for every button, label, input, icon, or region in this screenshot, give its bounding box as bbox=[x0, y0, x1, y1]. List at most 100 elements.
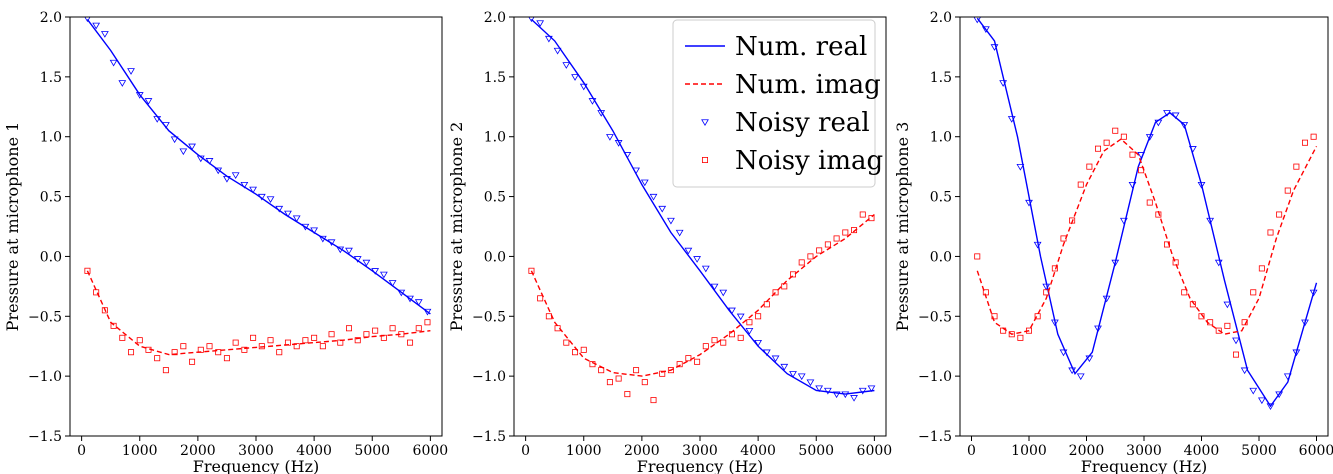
series-noisy-imag-point bbox=[284, 339, 291, 346]
series-noisy-real-point bbox=[1076, 373, 1085, 381]
series-noisy-real-point bbox=[196, 155, 205, 163]
legend-label: Num. imag bbox=[735, 70, 881, 100]
x-tick-label: 3000 bbox=[1126, 443, 1162, 459]
series-noisy-real-point bbox=[1240, 367, 1249, 375]
series-noisy-imag-point bbox=[1086, 163, 1093, 170]
series-noisy-real-point bbox=[806, 379, 815, 387]
series-noisy-imag-point bbox=[537, 295, 544, 302]
series-noisy-imag-point bbox=[763, 301, 770, 308]
y-tick-label: −0.5 bbox=[918, 309, 952, 325]
series-noisy-real-point bbox=[1111, 259, 1120, 267]
series-noisy-real-point bbox=[815, 385, 824, 393]
y-tick-label: 1.0 bbox=[40, 130, 62, 146]
series-noisy-imag-point bbox=[84, 267, 91, 274]
series-noisy-real-point bbox=[397, 289, 406, 297]
series-noisy-imag-point bbox=[215, 349, 222, 356]
series-noisy-imag-point bbox=[1172, 259, 1179, 266]
series-noisy-real-point bbox=[84, 17, 91, 23]
series-noisy-imag-point bbox=[545, 313, 552, 320]
series-noisy-real-point bbox=[841, 391, 850, 399]
x-tick-label: 3000 bbox=[238, 443, 274, 459]
series-noisy-imag-point bbox=[563, 339, 570, 346]
series-noisy-imag-point bbox=[1138, 167, 1145, 174]
y-tick-label: −1.5 bbox=[472, 429, 506, 445]
series-noisy-imag-point bbox=[1250, 289, 1257, 296]
series-noisy-real-point bbox=[1249, 387, 1258, 395]
series-noisy-real-point bbox=[536, 20, 545, 27]
x-tick-label: 6000 bbox=[1299, 443, 1333, 459]
series-noisy-real-point bbox=[1050, 319, 1059, 327]
series-noisy-imag-point bbox=[737, 334, 744, 341]
series-noisy-imag-point bbox=[1103, 139, 1110, 146]
y-tick-label: 1.5 bbox=[930, 70, 952, 86]
series-noisy-real-point bbox=[1309, 289, 1318, 297]
series-noisy-imag-point bbox=[93, 289, 100, 296]
y-tick-label: 0.0 bbox=[40, 249, 62, 265]
series-noisy-real-point bbox=[223, 175, 231, 183]
series-noisy-imag-point bbox=[1241, 319, 1248, 326]
series-noisy-imag-point bbox=[807, 253, 814, 260]
series-noisy-real-point bbox=[371, 268, 380, 275]
series-noisy-imag-point bbox=[1224, 322, 1231, 329]
series-noisy-real-point bbox=[867, 385, 876, 393]
series-noisy-imag-point bbox=[293, 343, 300, 350]
series-noisy-real-point bbox=[214, 167, 223, 175]
series-noisy-real-point bbox=[266, 196, 275, 203]
series-noisy-imag-point bbox=[1293, 163, 1300, 170]
series-noisy-imag-point bbox=[197, 346, 204, 353]
series-noisy-real-point bbox=[614, 140, 623, 147]
series-noisy-real-point bbox=[1016, 164, 1025, 171]
series-noisy-real-point bbox=[1102, 295, 1111, 303]
series-noisy-real-point bbox=[1223, 301, 1232, 309]
series-noisy-real-point bbox=[1257, 397, 1266, 405]
series-noisy-real-point bbox=[310, 227, 319, 235]
series-noisy-imag-point bbox=[1155, 211, 1162, 218]
series-noisy-imag-point bbox=[424, 319, 431, 326]
series-noisy-imag-point bbox=[694, 358, 701, 365]
axes-frame bbox=[69, 16, 443, 437]
series-noisy-imag-point bbox=[258, 343, 265, 350]
y-tick-label: 1.5 bbox=[40, 70, 62, 86]
series-noisy-real-point bbox=[188, 143, 196, 151]
series-num-imag-line bbox=[976, 138, 1318, 335]
series-noisy-imag-point bbox=[267, 337, 274, 344]
series-noisy-real-point bbox=[1025, 199, 1033, 207]
series-noisy-imag-point bbox=[241, 346, 248, 353]
x-tick-label: 6000 bbox=[857, 443, 893, 459]
series-noisy-real-point bbox=[771, 355, 780, 363]
series-noisy-real-point bbox=[1033, 241, 1042, 249]
series-noisy-imag-point bbox=[746, 319, 753, 326]
y-axis-label: Pressure at microphone 2 bbox=[447, 122, 466, 332]
series-noisy-imag-point bbox=[1034, 313, 1041, 320]
series-noisy-real-point bbox=[832, 391, 841, 399]
series-num-imag-line bbox=[86, 270, 431, 356]
series-noisy-real-point bbox=[1137, 152, 1146, 159]
x-tick-label: 2000 bbox=[1069, 443, 1105, 459]
series-noisy-imag-point bbox=[711, 337, 718, 344]
series-noisy-imag-point bbox=[842, 229, 849, 236]
series-noisy-imag-point bbox=[1310, 133, 1317, 140]
series-noisy-real-point bbox=[736, 313, 745, 321]
series-noisy-imag-point bbox=[554, 325, 561, 332]
series-noisy-imag-point bbox=[1284, 187, 1291, 194]
series-noisy-imag-point bbox=[1181, 289, 1188, 296]
x-tick-label: 3000 bbox=[682, 443, 718, 459]
series-noisy-imag-point bbox=[1095, 145, 1102, 152]
series-noisy-real-point bbox=[553, 47, 562, 55]
series-noisy-real-point bbox=[606, 134, 614, 141]
x-axis-label: Frequency (Hz) bbox=[637, 457, 764, 474]
series-noisy-real-point bbox=[701, 265, 710, 273]
axes-frame bbox=[959, 16, 1329, 437]
y-tick-label: 2.0 bbox=[484, 10, 506, 26]
series-noisy-real-point bbox=[640, 179, 649, 187]
series-noisy-imag-point bbox=[833, 235, 840, 242]
series-noisy-imag-point bbox=[606, 379, 613, 386]
series-noisy-imag-point bbox=[1120, 133, 1127, 140]
series-noisy-imag-point bbox=[667, 367, 674, 374]
series-noisy-imag-point bbox=[145, 346, 152, 353]
series-num-imag-line bbox=[530, 213, 875, 377]
x-tick-label: 5000 bbox=[354, 443, 390, 459]
series-noisy-real-point bbox=[789, 371, 797, 378]
series-noisy-real-point bbox=[1292, 349, 1301, 357]
